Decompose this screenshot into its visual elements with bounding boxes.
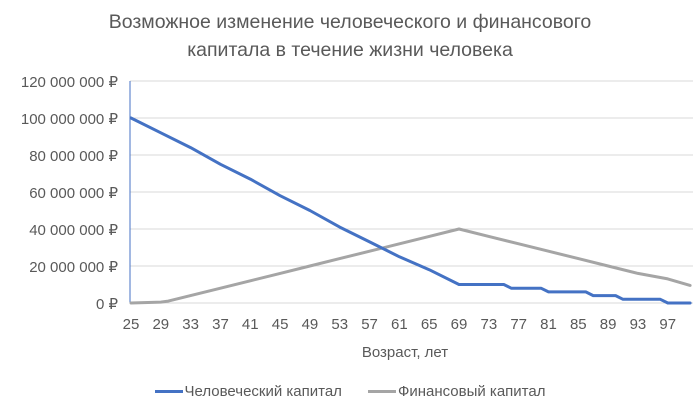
legend-item-financial-capital[interactable]: Финансовый капитал <box>367 383 546 400</box>
chart-title-line-1: Возможное изменение человеческого и фина… <box>108 11 592 33</box>
x-tick-label: 29 <box>152 316 170 333</box>
x-tick-label: 33 <box>182 316 199 333</box>
chart-title-line-2: капитала в течение жизни человека <box>187 39 513 61</box>
legend-label-human-capital: Человеческий капитал <box>184 383 342 400</box>
legend-swatch-blue-line-icon <box>154 390 183 393</box>
y-tick-label: 40 000 000 ₽ <box>29 222 118 239</box>
x-axis-title: Возраст, лет <box>361 344 449 361</box>
series-line-human-capital[interactable] <box>129 116 692 305</box>
x-tick-label: 41 <box>241 316 259 333</box>
x-tick-label: 73 <box>480 316 498 333</box>
y-tick-label: 60 000 000 ₽ <box>29 185 118 202</box>
y-tick-label: 20 000 000 ₽ <box>29 259 118 276</box>
x-tick-label: 69 <box>450 316 468 333</box>
x-tick-label: 93 <box>629 316 647 333</box>
x-tick-label: 25 <box>122 316 140 333</box>
y-tick-label: 80 000 000 ₽ <box>29 148 118 165</box>
x-tick-label: 53 <box>331 316 349 333</box>
y-tick-label: 0 ₽ <box>95 296 118 313</box>
x-tick-label: 57 <box>361 316 378 333</box>
chart-title: Возможное изменение человеческого и фина… <box>0 8 700 64</box>
x-tick-label: 85 <box>569 316 587 333</box>
x-tick-label: 49 <box>301 316 319 333</box>
x-tick-label: 81 <box>540 316 557 333</box>
series-line-financial-capital[interactable] <box>129 227 692 305</box>
x-tick-label: 97 <box>659 316 677 333</box>
legend-item-human-capital[interactable]: Человеческий капитал <box>154 383 342 400</box>
legend-swatch-gray-line-icon <box>367 390 396 393</box>
legend: Человеческий капитал Финансовый капитал <box>0 383 700 400</box>
x-tick-label: 45 <box>271 316 289 333</box>
x-tick-label: 65 <box>420 316 438 333</box>
legend-label-financial-capital: Финансовый капитал <box>397 383 546 400</box>
x-tick-label: 37 <box>212 316 229 333</box>
y-tick-label: 100 000 000 ₽ <box>20 111 118 128</box>
x-tick-label: 61 <box>391 316 408 333</box>
x-tick-label: 77 <box>510 316 527 333</box>
y-tick-label: 120 000 000 ₽ <box>20 74 118 91</box>
x-tick-label: 89 <box>599 316 617 333</box>
